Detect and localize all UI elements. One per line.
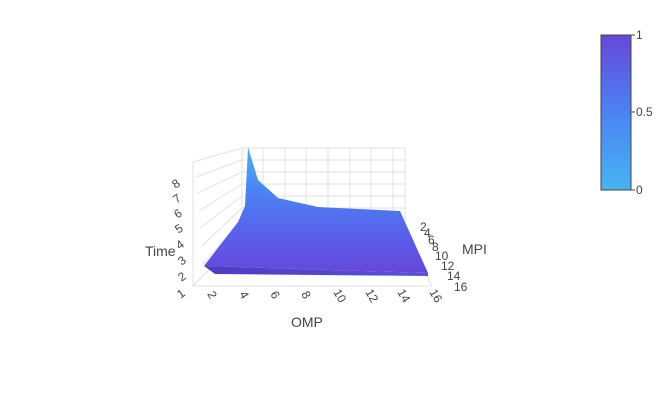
x-axis-title: OMP <box>291 314 323 330</box>
surface-mesh <box>204 147 428 276</box>
z-tick-label: 5 <box>172 221 186 236</box>
y-tick-label: 2 <box>420 220 427 234</box>
surface-top <box>204 147 428 273</box>
x-tick-label: 10 <box>330 287 349 306</box>
surface-front-skirt <box>204 266 428 276</box>
y-tick-label: 6 <box>428 233 435 247</box>
z-tick-label: 1 <box>174 286 188 301</box>
colorbar-tick-label: 1 <box>636 28 643 42</box>
colorbar-tick-label: 0.5 <box>636 105 653 119</box>
x-axis-ticks: 2 4 6 8 10 12 14 16 <box>204 287 445 306</box>
z-tick-label: 2 <box>175 269 189 284</box>
x-tick-label: 2 <box>204 289 220 302</box>
z-tick-label: 3 <box>175 253 189 268</box>
x-tick-label: 12 <box>362 287 381 306</box>
y-axis-ticks: 2 4 6 8 10 12 14 16 <box>420 220 468 294</box>
y-tick-label: 8 <box>432 240 439 254</box>
colorbar-tick-label: 0 <box>636 183 643 197</box>
z-tick-label: 7 <box>170 191 184 206</box>
x-tick-label: 4 <box>236 289 252 302</box>
y-tick-label: 10 <box>435 249 449 263</box>
y-tick-label: 4 <box>424 226 431 240</box>
y-tick-label: 14 <box>447 269 461 283</box>
z-tick-label: 6 <box>171 206 185 221</box>
x-tick-label: 16 <box>426 287 445 306</box>
y-axis-title: MPI <box>462 241 487 257</box>
colorbar: 1 0.5 0 <box>600 28 653 197</box>
y-tick-label: 16 <box>454 280 468 294</box>
colorbar-gradient <box>600 34 632 191</box>
z-tick-label: 8 <box>169 176 183 191</box>
x-tick-label: 8 <box>298 289 314 302</box>
y-tick-label: 12 <box>441 259 455 273</box>
z-axis-ticks: 1 2 3 4 5 6 7 8 <box>169 176 189 301</box>
x-tick-label: 6 <box>267 289 283 302</box>
x-tick-label: 14 <box>394 287 413 306</box>
z-axis-title: Time <box>145 243 176 259</box>
